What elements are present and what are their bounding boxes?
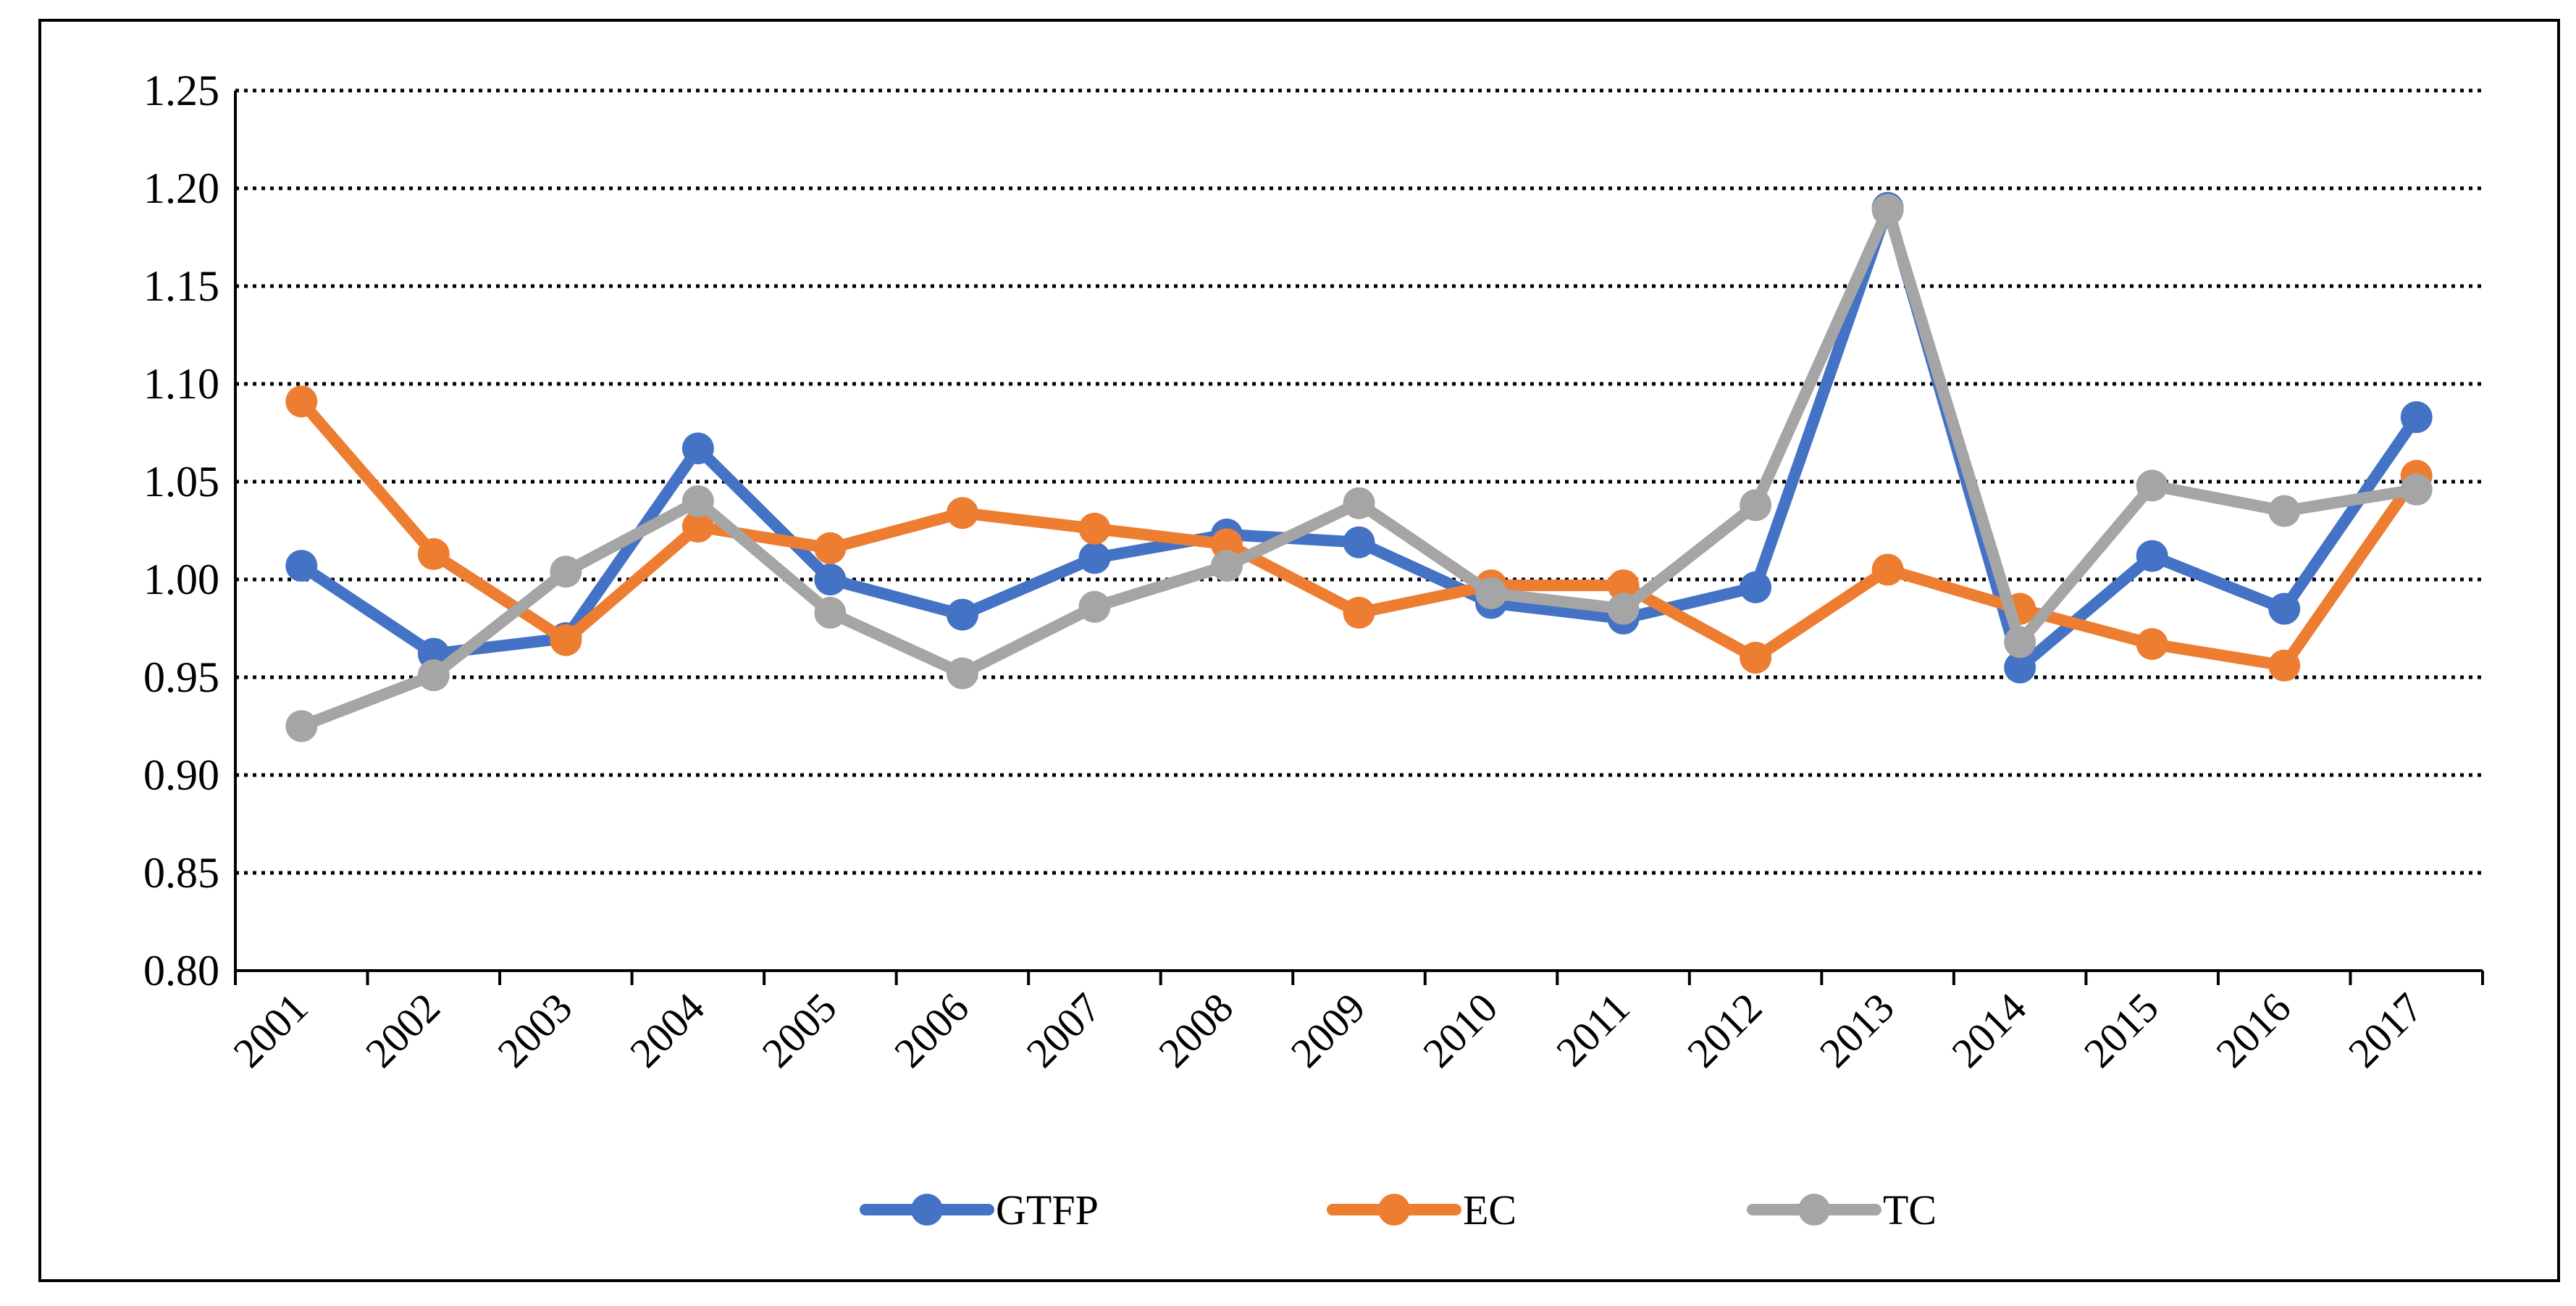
- y-tick-label: 1.25: [143, 67, 219, 114]
- point-ec-2003: [550, 624, 582, 656]
- point-ec-2002: [417, 537, 450, 570]
- point-tc-2005: [814, 596, 847, 629]
- point-tc-2010: [1475, 577, 1508, 609]
- point-tc-2007: [1078, 590, 1111, 623]
- legend-label-gtfp: GTFP: [996, 1186, 1099, 1234]
- y-tick-label: 1.20: [143, 164, 219, 212]
- point-tc-2008: [1210, 550, 1243, 582]
- point-gtfp-2015: [2136, 540, 2168, 572]
- point-ec-2004: [681, 511, 714, 543]
- point-ec-2011: [1607, 569, 1640, 602]
- point-ec-2013: [1871, 553, 1904, 586]
- y-tick-label: 1.00: [143, 556, 219, 603]
- axes: [234, 91, 2484, 985]
- point-gtfp-2016: [2268, 593, 2301, 625]
- point-ec-2007: [1078, 512, 1111, 545]
- point-gtfp-2012: [1740, 571, 1772, 603]
- point-gtfp-2014: [2004, 651, 2036, 684]
- series-ec: [285, 385, 2433, 682]
- point-gtfp-2017: [2400, 401, 2433, 433]
- point-ec-2005: [814, 532, 847, 564]
- point-ec-2016: [2268, 649, 2301, 682]
- point-gtfp-2004: [681, 432, 714, 465]
- point-tc-2001: [285, 710, 318, 742]
- point-gtfp-2005: [814, 564, 847, 595]
- point-ec-2001: [285, 385, 318, 418]
- point-tc-2017: [2400, 473, 2433, 506]
- point-tc-2015: [2136, 469, 2168, 502]
- y-tick-label: 0.80: [143, 947, 219, 995]
- point-ec-2006: [946, 497, 978, 529]
- point-ec-2009: [1343, 596, 1375, 629]
- point-tc-2014: [2004, 626, 2036, 658]
- point-tc-2002: [417, 659, 450, 692]
- legend-label-tc: TC: [1883, 1186, 1937, 1234]
- point-tc-2003: [550, 556, 582, 588]
- y-tick-label: 0.95: [143, 653, 219, 701]
- y-tick-label: 0.85: [143, 849, 219, 897]
- y-tick-label: 1.15: [143, 262, 219, 310]
- y-tick-label: 1.05: [143, 458, 219, 506]
- point-gtfp-2001: [285, 550, 318, 582]
- point-tc-2016: [2268, 495, 2301, 527]
- series-tc: [285, 193, 2433, 742]
- point-tc-2006: [946, 657, 978, 690]
- legend-swatch-marker-gtfp: [911, 1194, 943, 1226]
- point-tc-2011: [1607, 593, 1640, 625]
- point-gtfp-2007: [1078, 542, 1111, 574]
- point-tc-2004: [681, 485, 714, 517]
- legend-item-tc: TC: [1747, 1186, 1937, 1234]
- point-tc-2009: [1343, 487, 1375, 519]
- legend-swatch-marker-tc: [1798, 1194, 1830, 1226]
- point-gtfp-2009: [1343, 526, 1375, 558]
- point-tc-2012: [1740, 489, 1772, 522]
- legend-label-ec: EC: [1463, 1186, 1516, 1234]
- point-gtfp-2006: [946, 598, 978, 631]
- legend: GTFP EC TC: [860, 1186, 1937, 1234]
- y-tick-label: 0.90: [143, 751, 219, 799]
- point-ec-2012: [1740, 642, 1772, 674]
- series-lines: [285, 192, 2433, 742]
- point-tc-2013: [1871, 193, 1904, 226]
- legend-swatch-marker-ec: [1378, 1194, 1410, 1226]
- y-tick-labels: 0.80 0.85 0.90 0.95 1.00 1.05 1.10 1.15 1.20 1.25: [143, 67, 219, 995]
- legend-item-gtfp: GTFP: [860, 1186, 1099, 1234]
- y-tick-label: 1.10: [143, 360, 219, 408]
- point-ec-2015: [2136, 628, 2168, 661]
- legend-item-ec: EC: [1327, 1186, 1516, 1234]
